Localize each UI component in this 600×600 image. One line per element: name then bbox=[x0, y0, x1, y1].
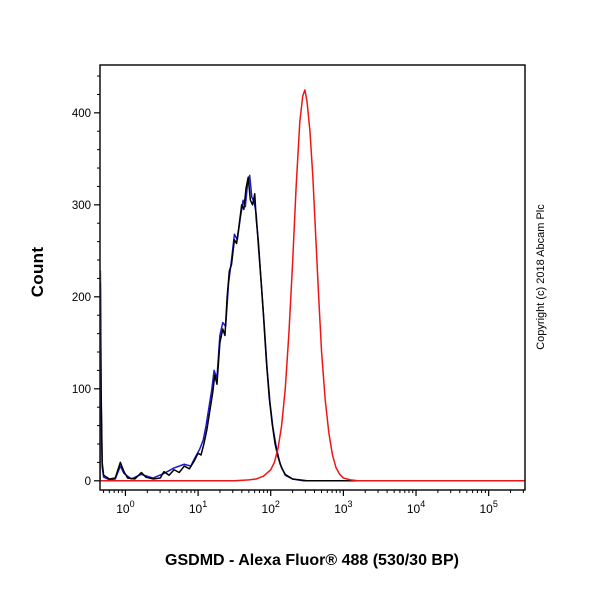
y-tick-label: 400 bbox=[72, 108, 91, 120]
black-curve bbox=[100, 176, 525, 482]
x-tick-label: 101 bbox=[189, 499, 207, 516]
plot-border bbox=[99, 64, 526, 491]
x-tick-label: 104 bbox=[407, 499, 425, 516]
copyright-text: Copyright (c) 2018 Abcam Plc bbox=[535, 204, 547, 350]
y-tick-label: 300 bbox=[72, 200, 91, 212]
x-tick-label: 102 bbox=[262, 499, 280, 516]
x-axis-title: GSDMD - Alexa Fluor® 488 (530/30 BP) bbox=[165, 552, 459, 569]
red-curve bbox=[100, 89, 525, 482]
curves-group bbox=[100, 89, 525, 482]
x-tick-label: 100 bbox=[116, 499, 134, 516]
y-axis-label: Count bbox=[28, 246, 47, 298]
y-tick-label: 100 bbox=[72, 384, 91, 396]
x-tick-label: 103 bbox=[334, 499, 352, 516]
y-tick-label: 0 bbox=[85, 476, 91, 488]
x-tick-label: 105 bbox=[479, 499, 497, 516]
y-tick-label: 200 bbox=[72, 292, 91, 304]
